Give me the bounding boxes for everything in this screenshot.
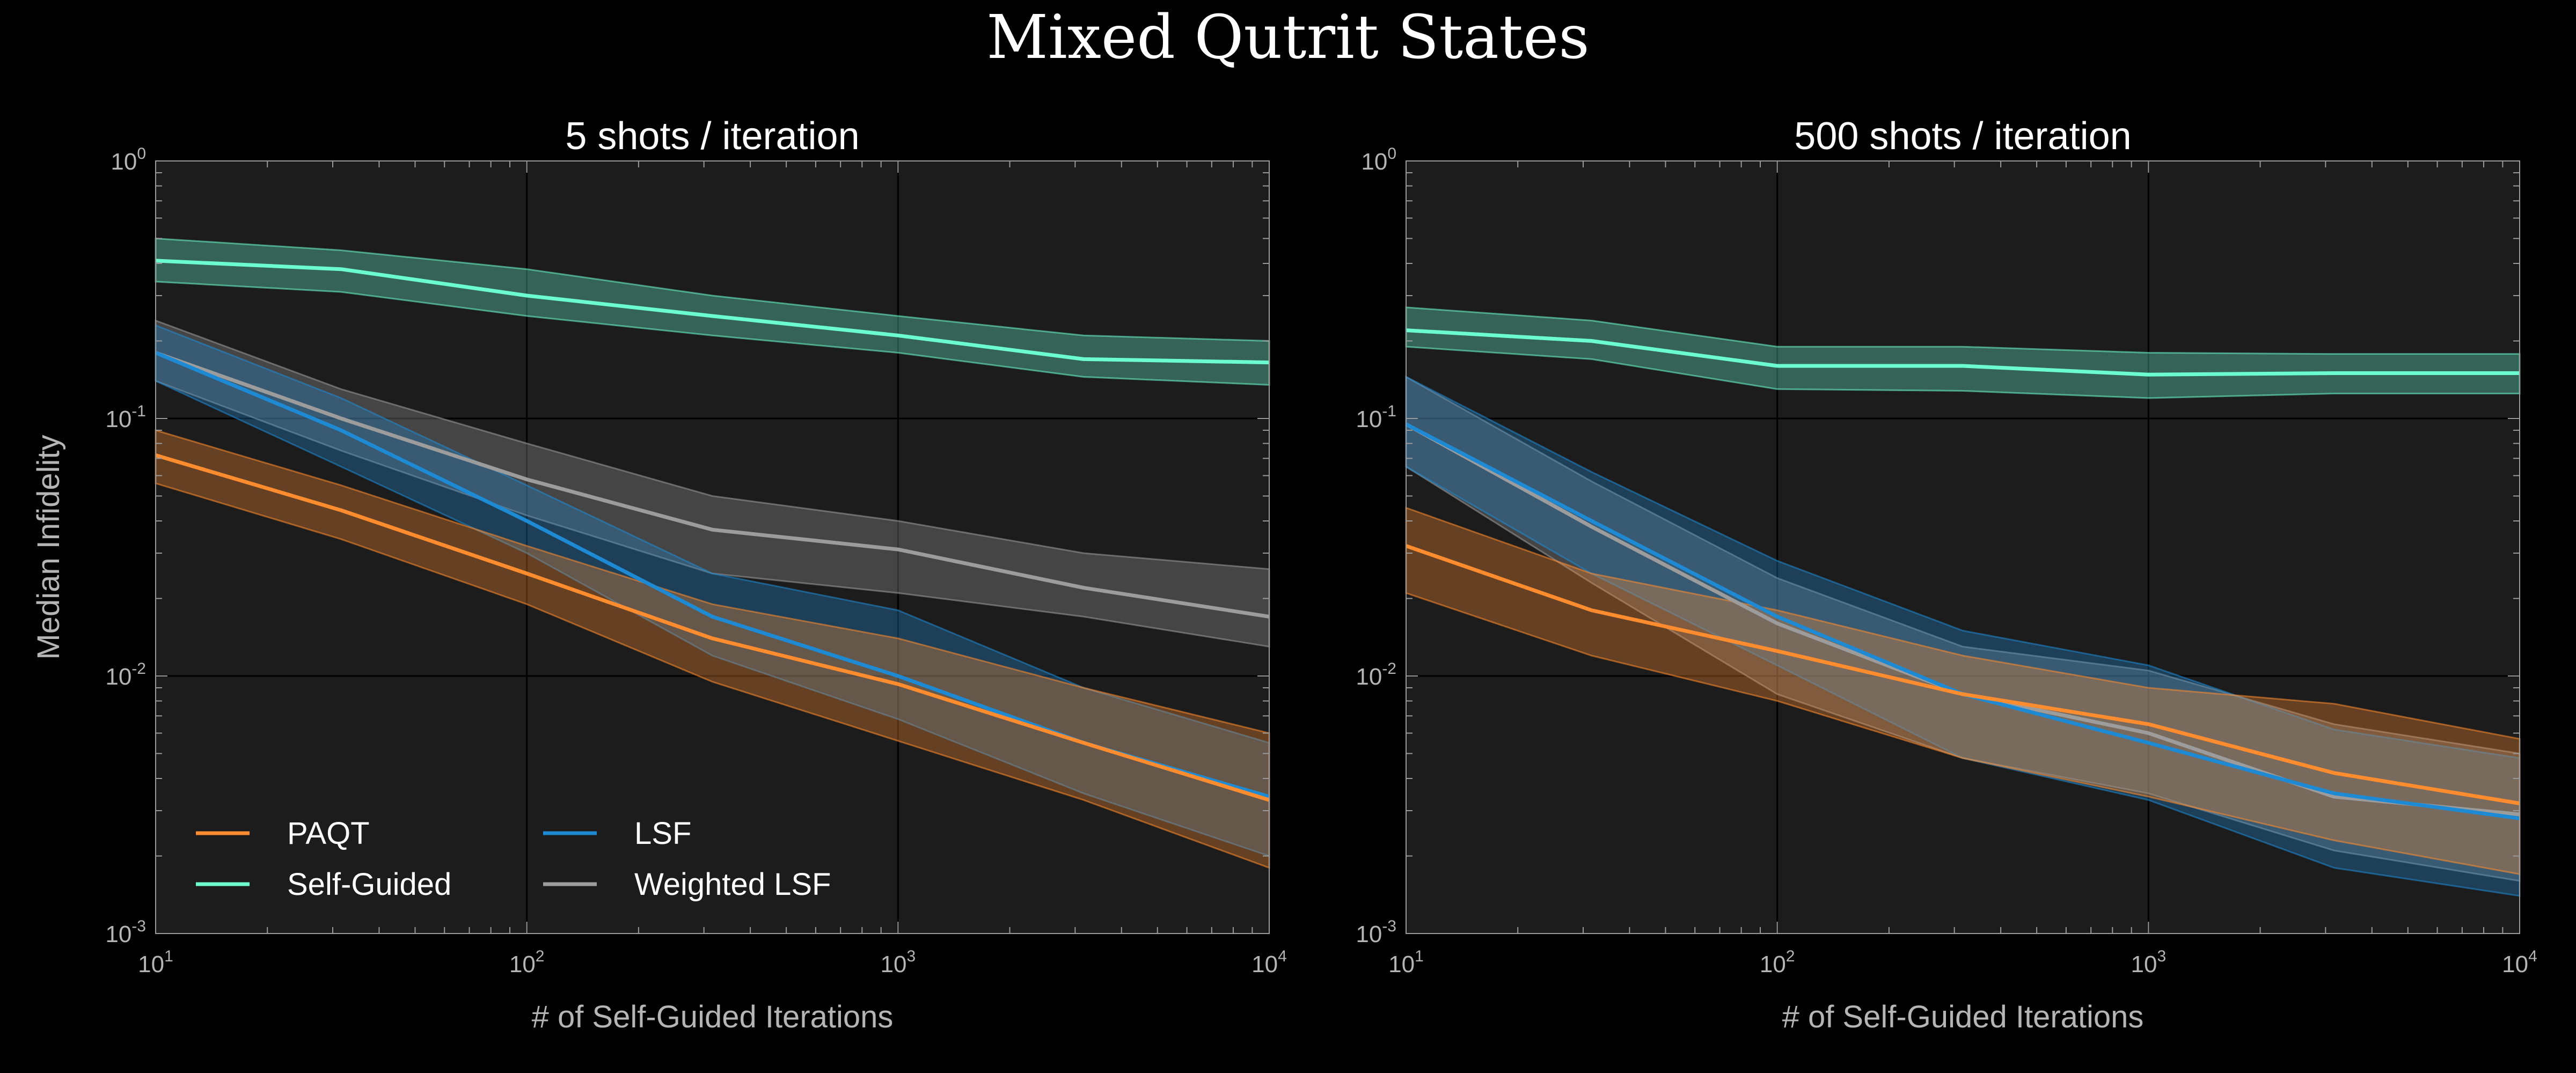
legend-label-paqt: PAQT: [287, 816, 370, 851]
legend: PAQT Self-Guided LSF Weighted LSF: [196, 816, 831, 902]
y-tick-label: 10-3: [1356, 917, 1396, 947]
y-tick-label: 10-2: [1356, 660, 1396, 690]
y-tick-label: 10-2: [105, 660, 146, 690]
x-tick-label: 103: [2131, 947, 2167, 978]
y-tick-label: 10-3: [105, 917, 146, 947]
panel-title: 500 shots / iteration: [1794, 115, 2131, 158]
x-tick-label: 104: [2502, 947, 2537, 978]
panel-500-shots: 101 102 103 104 100 10-1 10-2 10-3 500 shots / i…: [1356, 115, 2537, 1034]
series-line-self-guided: [155, 259, 1270, 365]
y-tick-label: 100: [1361, 145, 1396, 175]
x-tick-label: 102: [509, 947, 545, 978]
x-tick-label: 102: [1760, 947, 1795, 978]
series-line-paqt: [1405, 544, 2520, 805]
series-line-self-guided: [1406, 328, 2520, 377]
plot-border: [155, 160, 1270, 934]
y-tick-label: 10-1: [1356, 402, 1396, 432]
plot-border: [1406, 160, 2520, 934]
series-line-paqt: [155, 453, 1270, 802]
panel-title: 5 shots / iteration: [565, 115, 859, 158]
legend-label-lsf: LSF: [634, 816, 691, 851]
x-tick-label: 103: [881, 947, 916, 978]
series-line-weighted-lsf: [155, 351, 1270, 619]
y-axis-label: Median Infidelity: [31, 435, 66, 659]
legend-label-weighted-lsf: Weighted LSF: [634, 867, 831, 902]
y-tick-label: 100: [111, 145, 146, 175]
x-axis-label: # of Self-Guided Iterations: [1782, 999, 2144, 1034]
x-tick-label: 101: [138, 947, 173, 978]
plot-background: [156, 161, 1269, 934]
x-tick-label: 104: [1252, 947, 1287, 978]
panel-5-shots: 101 102 103 104 100 10-1 10-2 10-3 5 shots / ite…: [31, 115, 1287, 1034]
legend-label-self-guided: Self-Guided: [287, 867, 451, 902]
x-axis-label: # of Self-Guided Iterations: [532, 999, 894, 1034]
y-tick-label: 10-1: [105, 402, 146, 432]
x-tick-label: 101: [1388, 947, 1424, 978]
plot-background: [1406, 161, 2520, 934]
figure-title: Mixed Qutrit States: [986, 3, 1589, 72]
